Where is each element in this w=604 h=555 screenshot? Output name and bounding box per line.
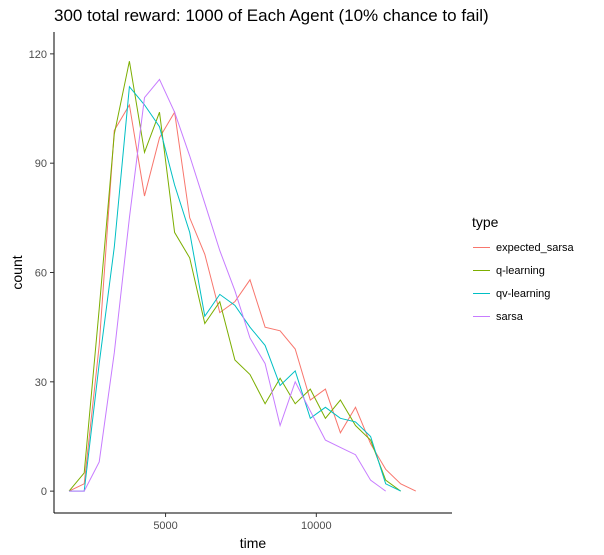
- legend-key: [472, 262, 490, 280]
- series-line-qv-learning: [69, 85, 401, 492]
- legend-label: qv-learning: [496, 287, 551, 300]
- y-tick-label: 0: [41, 486, 47, 498]
- chart-title: 300 total reward: 1000 of Each Agent (10…: [54, 6, 489, 25]
- legend-label: q-learning: [496, 264, 545, 277]
- legend-items: expected_sarsa q-learning qv-learning sarsa: [472, 236, 574, 328]
- x-tick-label: 10000: [301, 520, 332, 532]
- legend-item-q-learning: q-learning: [472, 259, 574, 282]
- x-axis-title: time: [240, 535, 267, 551]
- legend-key: [472, 308, 490, 326]
- legend-key: [472, 285, 490, 303]
- legend-item-sarsa: sarsa: [472, 305, 574, 328]
- legend-line-swatch: [472, 293, 490, 294]
- legend-line-swatch: [472, 270, 490, 271]
- legend-line-swatch: [472, 247, 490, 248]
- legend-item-qv-learning: qv-learning: [472, 282, 574, 305]
- legend-label: sarsa: [496, 310, 523, 323]
- legend: type expected_sarsa q-learning qv-learning…: [472, 214, 574, 328]
- legend-key: [472, 239, 490, 257]
- series-line-q-learning: [68, 61, 401, 492]
- y-tick-label: 60: [35, 268, 47, 280]
- y-tick-label: 30: [35, 377, 47, 389]
- legend-line-swatch: [472, 316, 490, 317]
- legend-title: type: [472, 214, 499, 230]
- y-tick-label: 120: [29, 49, 47, 61]
- legend-item-expected_sarsa: expected_sarsa: [472, 236, 574, 259]
- x-tick-label: 5000: [153, 520, 177, 532]
- y-axis-title: count: [9, 255, 25, 289]
- y-tick-label: 90: [35, 158, 47, 170]
- series-line-sarsa: [69, 78, 386, 492]
- legend-label: expected_sarsa: [496, 241, 574, 254]
